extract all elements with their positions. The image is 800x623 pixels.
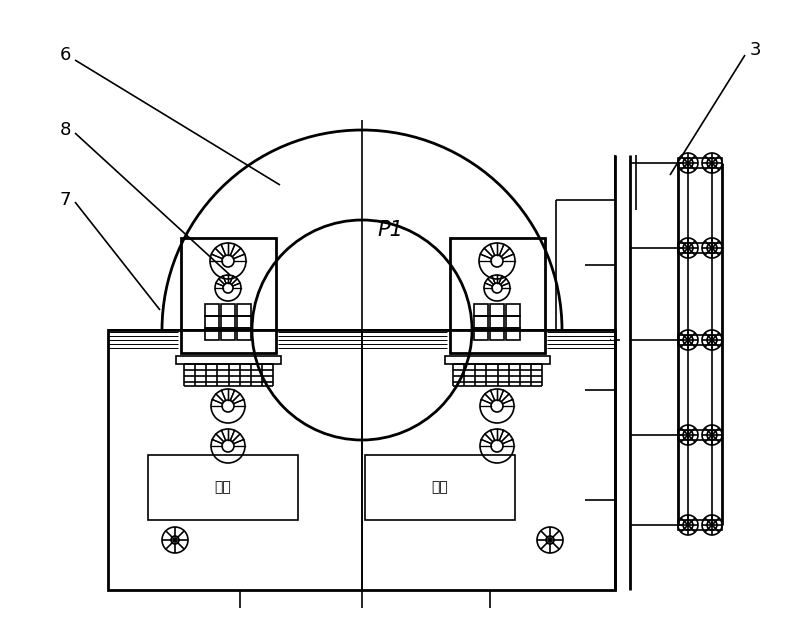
Bar	[365, 455, 515, 520]
Bar	[237, 304, 251, 316]
Bar	[205, 316, 219, 328]
Bar	[506, 304, 520, 316]
Bar	[221, 304, 235, 316]
Bar	[678, 335, 722, 345]
Bar	[474, 316, 488, 328]
Bar	[506, 328, 520, 340]
Bar	[678, 243, 722, 253]
Text: P1: P1	[377, 220, 403, 240]
Text: 8: 8	[59, 121, 70, 139]
Bar	[237, 328, 251, 340]
Bar	[678, 158, 722, 168]
Bar	[221, 328, 235, 340]
Text: 铭牌: 铭牌	[432, 480, 448, 494]
Bar	[474, 328, 488, 340]
Bar	[678, 430, 722, 440]
Bar	[181, 238, 276, 353]
Text: 7: 7	[59, 191, 70, 209]
Bar	[148, 455, 298, 520]
Bar	[108, 330, 615, 590]
Bar	[490, 304, 504, 316]
Bar	[237, 316, 251, 328]
Bar	[490, 316, 504, 328]
Text: 6: 6	[59, 46, 70, 64]
Bar	[506, 316, 520, 328]
Bar	[221, 316, 235, 328]
Bar	[490, 328, 504, 340]
Bar	[450, 238, 545, 353]
Bar	[678, 520, 722, 530]
Text: 铭牌: 铭牌	[214, 480, 231, 494]
Bar	[445, 356, 550, 364]
Bar	[176, 356, 281, 364]
Bar	[474, 304, 488, 316]
Bar	[205, 304, 219, 316]
Text: 3: 3	[750, 41, 761, 59]
Bar	[205, 328, 219, 340]
